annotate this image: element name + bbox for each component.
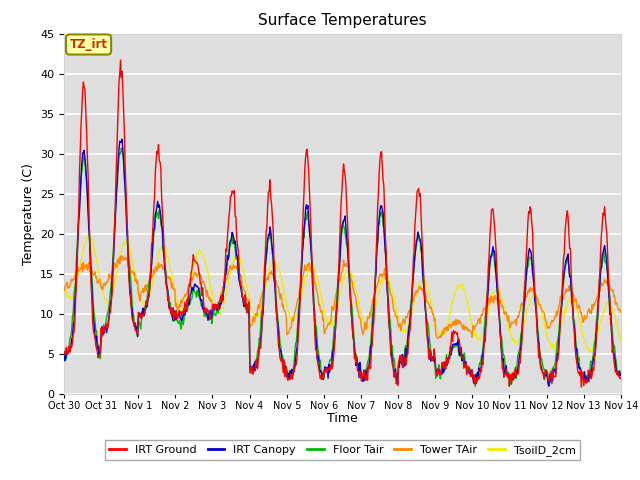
X-axis label: Time: Time xyxy=(327,412,358,425)
Y-axis label: Temperature (C): Temperature (C) xyxy=(22,163,35,264)
Legend: IRT Ground, IRT Canopy, Floor Tair, Tower TAir, TsoilD_2cm: IRT Ground, IRT Canopy, Floor Tair, Towe… xyxy=(105,440,580,460)
Title: Surface Temperatures: Surface Temperatures xyxy=(258,13,427,28)
Text: TZ_irt: TZ_irt xyxy=(70,38,108,51)
